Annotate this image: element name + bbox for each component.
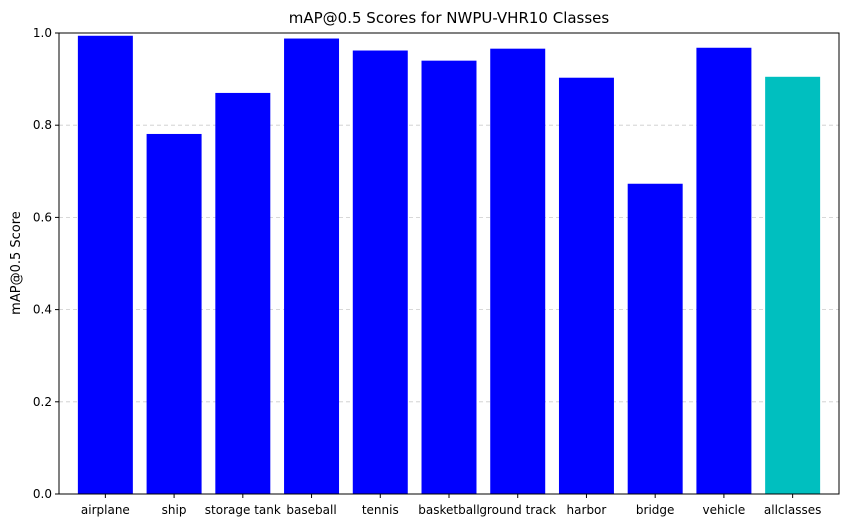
bar-baseball — [284, 38, 340, 494]
bar-allclasses — [765, 76, 821, 495]
bar-vehicle — [696, 47, 752, 494]
y-tick-label: 1.0 — [33, 26, 52, 40]
x-tick-label: ship — [162, 503, 187, 517]
bar-tennis — [352, 50, 408, 494]
chart-title: mAP@0.5 Scores for NWPU-VHR10 Classes — [289, 9, 610, 27]
y-tick-label: 0.4 — [33, 303, 52, 317]
x-tick-label: harbor — [567, 503, 607, 517]
x-tick-label: allclasses — [764, 503, 821, 517]
bar-airplane — [77, 35, 133, 495]
y-axis: 0.0 0.2 0.4 0.6 0.8 1.0 — [33, 26, 59, 501]
bar-ship — [146, 133, 202, 495]
bar-storage-tank — [215, 92, 271, 495]
bars — [77, 35, 821, 495]
y-tick-label: 0.8 — [33, 118, 52, 132]
x-axis: airplane ship storage tank baseball tennis ba… — [81, 494, 821, 517]
bar-ground-track — [490, 48, 546, 494]
x-tick-label: airplane — [81, 503, 130, 517]
x-tick-label: baseball — [286, 503, 336, 517]
x-tick-label: tennis — [362, 503, 399, 517]
bar-harbor — [558, 77, 614, 494]
x-tick-label: basketball — [418, 503, 479, 517]
x-tick-label: bridge — [636, 503, 675, 517]
y-tick-label: 0.2 — [33, 395, 52, 409]
bar-bridge — [627, 183, 683, 494]
x-tick-label: ground track — [479, 503, 556, 517]
y-axis-label: mAP@0.5 Score — [9, 211, 24, 315]
x-tick-label: storage tank — [205, 503, 281, 517]
y-tick-label: 0.6 — [33, 210, 52, 224]
y-tick-label: 0.0 — [33, 487, 52, 501]
x-tick-label: vehicle — [703, 503, 746, 517]
bar-basketball — [421, 60, 477, 494]
